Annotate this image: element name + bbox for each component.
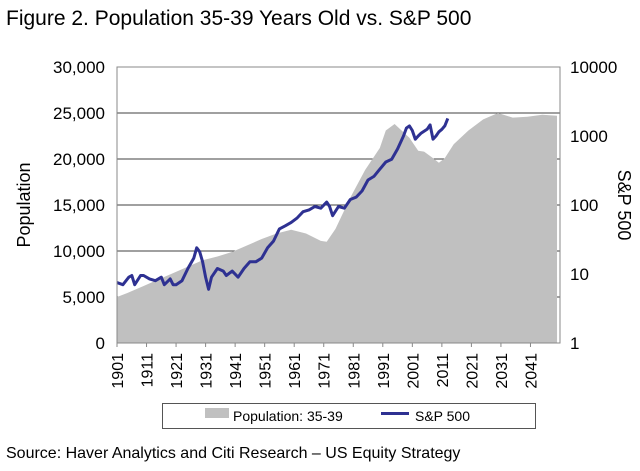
- right-axis-ticks: 1 10 100 1000 10000: [570, 58, 617, 353]
- y-tick-label: 5,000: [62, 288, 105, 307]
- y-axis-label: Population: [14, 162, 34, 247]
- y2-axis-label: S&P 500: [614, 170, 634, 241]
- y-tick-label: 0: [96, 334, 105, 353]
- y2-tick-label: 1000: [570, 127, 608, 146]
- y2-tick-label: 10000: [570, 58, 617, 77]
- x-tick-label: 1991: [376, 353, 393, 389]
- legend-population-swatch: [205, 408, 229, 418]
- y-tick-label: 25,000: [53, 104, 105, 123]
- x-tick-label: 1961: [287, 353, 304, 389]
- x-tick-label: 1981: [346, 353, 363, 389]
- x-tick-label: 1951: [258, 353, 275, 389]
- plot-frame: [116, 66, 561, 344]
- x-tick-label: 1941: [228, 353, 245, 389]
- figure-title: Figure 2. Population 35-39 Years Old vs.…: [6, 7, 472, 30]
- x-tick-label: 1971: [317, 353, 334, 389]
- x-axis-ticks: 1901 1911 1921 1931 1941 1951 1961 1971 1981 1991…: [110, 343, 540, 389]
- x-tick-label: 2001: [405, 353, 422, 389]
- source-note: Source: Haver Analytics and Citi Researc…: [6, 445, 461, 462]
- y-tick-label: 10,000: [53, 242, 105, 261]
- y-tick-label: 20,000: [53, 150, 105, 169]
- x-tick-label: 1911: [140, 353, 157, 388]
- y2-tick-label: 100: [570, 196, 598, 215]
- population-area: [117, 113, 558, 343]
- legend-population-label: Population: 35-39: [233, 408, 343, 424]
- legend-sp500-swatch: [381, 412, 409, 415]
- x-tick-label: 1931: [199, 353, 216, 389]
- legend-sp500-label: S&P 500: [415, 408, 471, 424]
- x-tick-label: 1901: [110, 353, 127, 389]
- x-tick-label: 2011: [435, 353, 452, 388]
- x-tick-label: 2041: [523, 353, 540, 389]
- sp500-line: [116, 117, 450, 291]
- left-axis-ticks: 0 5,000 10,000 15,000 20,000 25,000 30,000: [53, 58, 105, 353]
- y-tick-label: 15,000: [53, 196, 105, 215]
- y2-tick-label: 1: [570, 334, 579, 353]
- x-tick-label: 2021: [464, 353, 481, 389]
- x-tick-label: 1921: [169, 353, 186, 389]
- y-tick-label: 30,000: [53, 58, 105, 77]
- legend: Population: 35-39 S&P 500: [162, 403, 536, 429]
- x-tick-label: 2031: [494, 353, 511, 389]
- y2-tick-label: 10: [570, 265, 589, 284]
